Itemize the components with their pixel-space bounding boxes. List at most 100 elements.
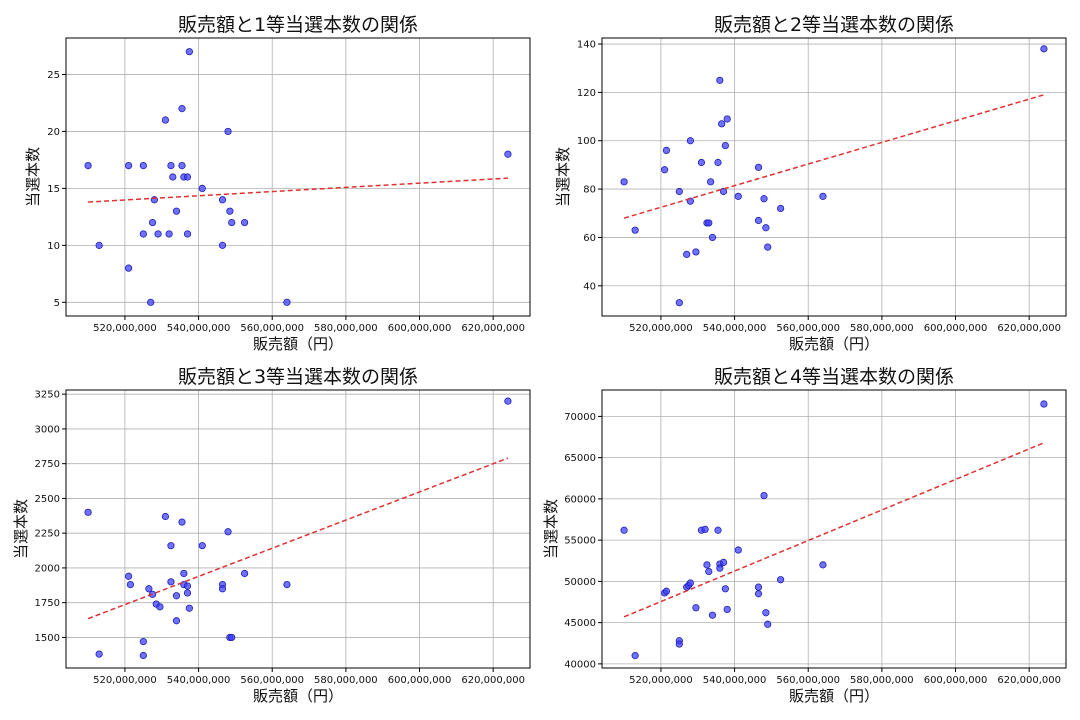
data-point — [84, 162, 92, 170]
plot-frame — [65, 37, 531, 317]
data-point — [714, 158, 722, 167]
x-tick-label: 520,000,000 — [93, 675, 157, 686]
data-point — [178, 162, 186, 170]
data-point — [703, 561, 711, 569]
data-point — [705, 567, 713, 576]
data-point — [125, 264, 133, 272]
y-tick-label: 2000 — [35, 563, 60, 574]
data-point — [762, 609, 770, 617]
chart-title: 販売額と3等当選本数の関係 — [178, 366, 418, 388]
chart-title: 販売額と1等当選本数の関係 — [178, 14, 418, 36]
data-point — [228, 633, 236, 642]
data-point — [721, 141, 729, 150]
data-point — [218, 241, 227, 249]
data-point — [172, 592, 181, 600]
data-point — [620, 178, 628, 186]
data-point — [228, 218, 236, 227]
data-point — [161, 116, 170, 124]
data-point — [139, 162, 147, 170]
plot-frame — [65, 389, 531, 669]
x-tick-label: 560,000,000 — [240, 323, 304, 334]
y-tick-label: 60 — [583, 233, 596, 244]
x-tick-label: 560,000,000 — [776, 323, 840, 334]
data-point — [708, 611, 717, 619]
data-point — [185, 604, 193, 612]
data-point — [754, 590, 763, 598]
x-tick-label: 580,000,000 — [850, 675, 914, 686]
data-point — [760, 195, 768, 203]
data-point — [620, 526, 628, 534]
data-point — [154, 230, 162, 238]
data-point — [139, 637, 147, 646]
data-point — [686, 137, 694, 145]
data-point — [224, 528, 232, 536]
x-axis-label: 販売額（円） — [253, 687, 343, 705]
data-point — [734, 546, 742, 554]
y-tick-label: 55000 — [564, 536, 596, 547]
y-tick-label: 15 — [47, 184, 60, 195]
data-point — [777, 576, 785, 584]
data-point — [716, 564, 724, 572]
data-point — [165, 230, 173, 238]
data-point — [692, 248, 700, 256]
data-point — [198, 184, 206, 192]
trend-line — [623, 442, 1045, 618]
data-point — [183, 173, 192, 181]
data-point — [764, 620, 772, 628]
x-tick-label: 600,000,000 — [388, 323, 452, 334]
x-tick-label: 600,000,000 — [924, 675, 988, 686]
data-point — [721, 585, 729, 593]
trend-line — [623, 94, 1045, 219]
data-point — [708, 233, 717, 242]
y-tick-label: 3250 — [35, 390, 60, 401]
trend-line — [87, 457, 509, 620]
data-point — [762, 224, 770, 232]
data-point — [760, 491, 768, 500]
data-point — [148, 218, 157, 227]
data-point — [723, 605, 731, 614]
y-tick-label: 1750 — [35, 598, 60, 609]
data-point — [719, 187, 728, 196]
x-tick-label: 620,000,000 — [997, 675, 1061, 686]
data-point — [662, 146, 671, 155]
x-axis-label: 販売額（円） — [789, 687, 879, 705]
data-point — [631, 226, 639, 234]
x-tick-label: 600,000,000 — [924, 323, 988, 334]
y-tick-label: 140 — [577, 40, 596, 51]
data-point — [697, 158, 706, 167]
data-point — [125, 162, 133, 170]
data-point — [719, 558, 728, 567]
x-tick-label: 520,000,000 — [93, 323, 157, 334]
data-point — [504, 397, 512, 405]
y-tick-label: 1500 — [35, 633, 60, 644]
data-point — [1040, 400, 1048, 408]
x-tick-label: 540,000,000 — [703, 675, 767, 686]
x-axis-label: 販売額（円） — [253, 335, 343, 353]
y-tick-label: 45000 — [564, 618, 596, 629]
data-point — [1040, 45, 1048, 53]
y-tick-label: 10 — [47, 241, 60, 252]
data-point — [754, 583, 763, 591]
data-point — [662, 587, 671, 595]
plot-frame — [601, 389, 1067, 669]
plot-frame — [601, 37, 1067, 317]
data-point — [224, 127, 232, 136]
data-point — [185, 48, 193, 56]
data-point — [819, 192, 827, 200]
data-point — [701, 525, 709, 534]
y-tick-label: 70000 — [564, 412, 596, 423]
data-point — [139, 651, 147, 660]
y-tick-label: 65000 — [564, 453, 596, 464]
y-axis-label: 当選本数 — [24, 147, 42, 207]
data-point — [125, 572, 133, 580]
data-point — [126, 580, 135, 589]
data-point — [707, 178, 715, 186]
data-point — [714, 526, 722, 534]
y-tick-label: 80 — [583, 185, 596, 196]
data-point — [218, 585, 227, 593]
y-tick-label: 2750 — [35, 459, 60, 470]
data-point — [675, 640, 683, 648]
data-point — [734, 192, 742, 200]
data-point — [167, 542, 175, 550]
